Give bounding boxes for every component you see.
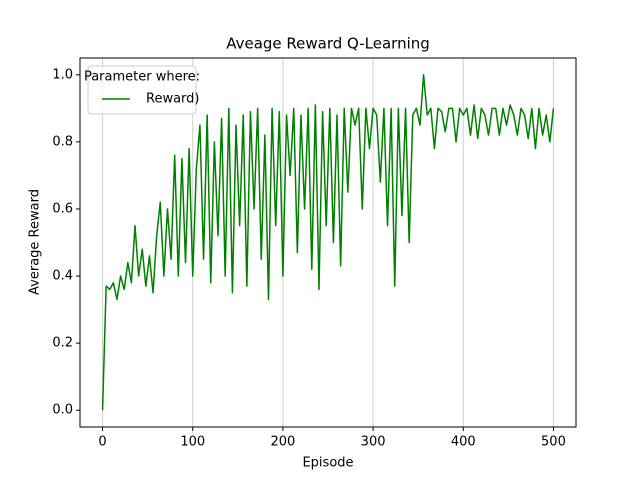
x-tick-label: 400	[451, 435, 476, 450]
y-axis-label: Average Reward	[28, 189, 43, 295]
y-tick-label: 0.4	[52, 269, 73, 284]
line	[101, 74, 555, 411]
y-tick-label: 0.0	[52, 403, 73, 418]
chart-title: Aveage Reward Q-Learning	[226, 35, 430, 53]
y-tick-label: 0.6	[52, 201, 73, 216]
x-tick-label: 500	[541, 435, 566, 450]
plot-frame	[79, 57, 577, 428]
legend-title: Parameter where:	[84, 70, 200, 85]
y-tick-label: 0.2	[52, 336, 73, 351]
x-tick-label: 0	[98, 435, 106, 450]
x-tick-label: 300	[361, 435, 386, 450]
legend-box	[87, 65, 197, 115]
y-tick-label: 0.8	[52, 134, 73, 149]
x-axis-label: Episode	[302, 456, 353, 471]
x-tick-label: 200	[270, 435, 295, 450]
legend-label: Reward)	[146, 92, 200, 107]
y-tick-label: 1.0	[52, 67, 73, 82]
x-tick-label: 100	[180, 435, 205, 450]
